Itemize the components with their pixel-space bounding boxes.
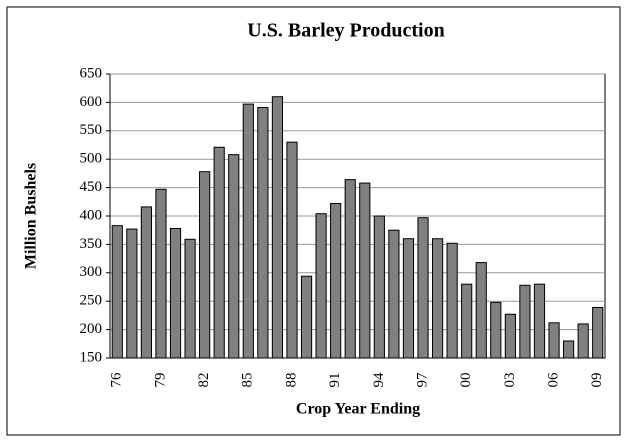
- y-tick-label: 400: [80, 207, 103, 223]
- y-tick-label: 650: [80, 65, 103, 81]
- x-tick-label: 06: [545, 372, 561, 388]
- bar: [344, 179, 356, 359]
- y-tick-label: 550: [80, 122, 103, 138]
- x-tick-label: 09: [589, 373, 605, 388]
- bar: [199, 171, 211, 359]
- bar: [475, 262, 487, 359]
- bar: [402, 238, 415, 359]
- y-tick-label: 300: [80, 264, 103, 280]
- bar: [417, 217, 429, 359]
- x-tick-label: 00: [458, 373, 474, 388]
- bar: [242, 103, 254, 359]
- bar: [563, 340, 575, 359]
- bar: [228, 154, 240, 359]
- bar: [155, 188, 167, 359]
- y-tick-label: 250: [80, 293, 103, 309]
- y-tick-label: 150: [80, 349, 103, 365]
- y-tick-label: 600: [80, 94, 103, 110]
- bar: [315, 213, 327, 359]
- bar: [271, 96, 284, 359]
- x-tick-label: 91: [327, 373, 343, 388]
- bar: [359, 182, 371, 359]
- bar: [140, 206, 152, 359]
- bar: [504, 313, 516, 359]
- bar: [111, 225, 123, 359]
- y-tick-label: 200: [80, 321, 103, 337]
- x-tick-label: 88: [283, 373, 299, 388]
- bar: [184, 238, 196, 359]
- bar: [533, 283, 546, 359]
- x-tick-label: 85: [240, 373, 256, 388]
- x-tick-label: 76: [109, 372, 125, 388]
- x-tick-label: 03: [502, 373, 518, 388]
- bar: [373, 215, 385, 359]
- y-axis-title: Million Bushels: [23, 163, 40, 269]
- bar: [257, 107, 269, 359]
- y-tick-label: 500: [80, 151, 103, 167]
- bar: [330, 203, 342, 359]
- y-tick-label: 450: [80, 179, 103, 195]
- bar: [300, 275, 313, 359]
- bar: [461, 283, 473, 359]
- x-tick-label: 94: [371, 372, 387, 388]
- x-tick-label: 82: [196, 373, 212, 388]
- bar: [213, 146, 225, 359]
- bar: [548, 322, 560, 359]
- bar: [169, 227, 182, 359]
- chart-title: U.S. Barley Production: [247, 20, 444, 42]
- bar: [592, 306, 604, 359]
- x-tick-label: 79: [152, 373, 168, 388]
- bar: [126, 228, 138, 359]
- bar: [577, 323, 589, 359]
- bar: [519, 284, 531, 359]
- bar: [431, 238, 444, 359]
- bar: [490, 301, 502, 359]
- x-tick-label: 97: [414, 372, 430, 388]
- bar: [286, 141, 298, 359]
- bar: [446, 242, 458, 359]
- y-tick-label: 350: [80, 236, 103, 252]
- x-axis-title: Crop Year Ending: [296, 401, 420, 418]
- bar: [388, 229, 400, 359]
